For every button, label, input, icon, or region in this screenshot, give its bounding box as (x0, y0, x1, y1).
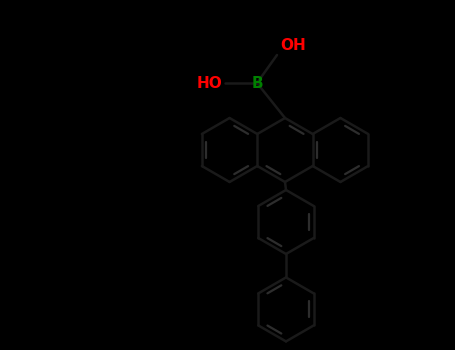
Text: OH: OH (280, 38, 306, 53)
Text: B: B (251, 76, 263, 91)
Text: HO: HO (196, 76, 222, 91)
